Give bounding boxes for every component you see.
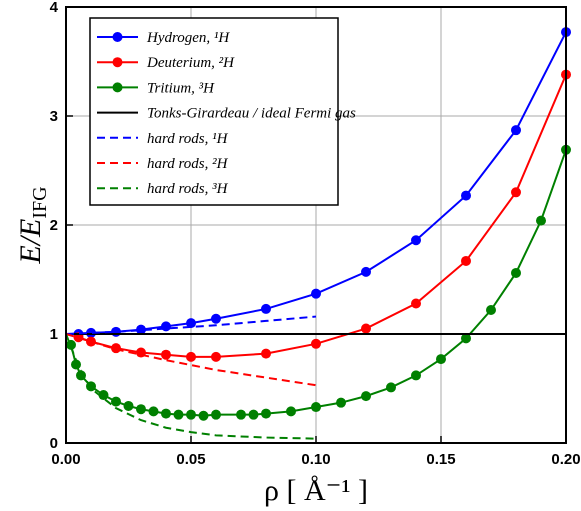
series-line — [65, 315, 317, 335]
point — [336, 397, 346, 408]
point — [411, 298, 421, 309]
point — [71, 359, 81, 370]
point — [136, 324, 146, 335]
legend-label: Tonks-Girardeau / ideal Fermi gas — [147, 106, 356, 122]
point — [111, 396, 121, 407]
point — [411, 370, 421, 381]
y-tick-label: 0 — [50, 435, 58, 452]
legend-label: Tritium, ³H — [147, 80, 215, 96]
y-tick-label: 2 — [50, 217, 58, 234]
legend: Hydrogen, ¹H Deuterium, ²H Tritium, ³H Tonk… — [89, 17, 356, 206]
point — [211, 409, 221, 420]
legend-label: hard rods, ¹H — [147, 131, 229, 147]
point — [211, 313, 221, 324]
point — [311, 288, 321, 299]
y-tick-label: 4 — [50, 0, 59, 16]
y-tick-label: 1 — [50, 326, 58, 343]
point — [98, 390, 109, 401]
point — [261, 348, 271, 359]
point — [148, 406, 159, 417]
point — [511, 187, 521, 198]
point — [361, 391, 371, 402]
point — [411, 235, 421, 246]
point — [161, 321, 171, 332]
point — [198, 410, 209, 421]
point — [311, 402, 321, 413]
point — [261, 303, 271, 314]
point — [436, 354, 446, 365]
point — [111, 343, 121, 354]
legend-marker — [112, 82, 123, 93]
point — [123, 400, 134, 411]
point — [136, 404, 146, 415]
legend-label: hard rods, ²H — [147, 156, 229, 172]
point — [66, 339, 76, 350]
point — [186, 409, 196, 420]
point — [511, 267, 521, 278]
x-tick-label: 0.15 — [426, 451, 455, 468]
y-axis-title-main: E/E — [14, 219, 47, 265]
point — [261, 408, 271, 419]
point — [461, 255, 471, 266]
x-tick-label: 0.05 — [176, 451, 205, 468]
point — [161, 408, 171, 419]
point — [161, 349, 171, 360]
point — [361, 323, 371, 334]
point — [461, 333, 471, 344]
point — [248, 409, 259, 420]
legend-label: Hydrogen, ¹H — [146, 30, 230, 46]
x-tick-label: 0.20 — [551, 451, 580, 468]
point — [286, 406, 296, 417]
point — [173, 409, 184, 420]
y-axis-title-sub: IFG — [29, 186, 51, 218]
plot-frame — [65, 6, 567, 444]
point — [311, 338, 321, 349]
point — [186, 318, 196, 329]
series-line — [65, 333, 317, 387]
point — [461, 190, 471, 201]
point — [236, 409, 246, 420]
x-tick-label: 0.10 — [301, 451, 330, 468]
legend-marker — [112, 32, 123, 42]
legend-label: hard rods, ³H — [147, 181, 229, 197]
legend-box — [89, 17, 339, 206]
point — [186, 351, 196, 362]
point — [86, 327, 96, 338]
legend-label: Deuterium, ²H — [146, 55, 235, 71]
point — [536, 215, 546, 226]
point — [76, 370, 86, 381]
legend-marker — [112, 57, 123, 68]
point — [361, 266, 371, 277]
y-axis-title: E/EIFG — [14, 186, 51, 264]
point — [386, 382, 396, 393]
point — [486, 305, 496, 316]
x-axis-title: ρ [ Å⁻¹ ] — [264, 474, 368, 507]
x-tick-label: 0.00 — [51, 451, 80, 468]
y-tick-label: 3 — [50, 108, 58, 125]
series-line — [65, 333, 317, 440]
point — [211, 351, 221, 362]
point — [511, 125, 521, 136]
